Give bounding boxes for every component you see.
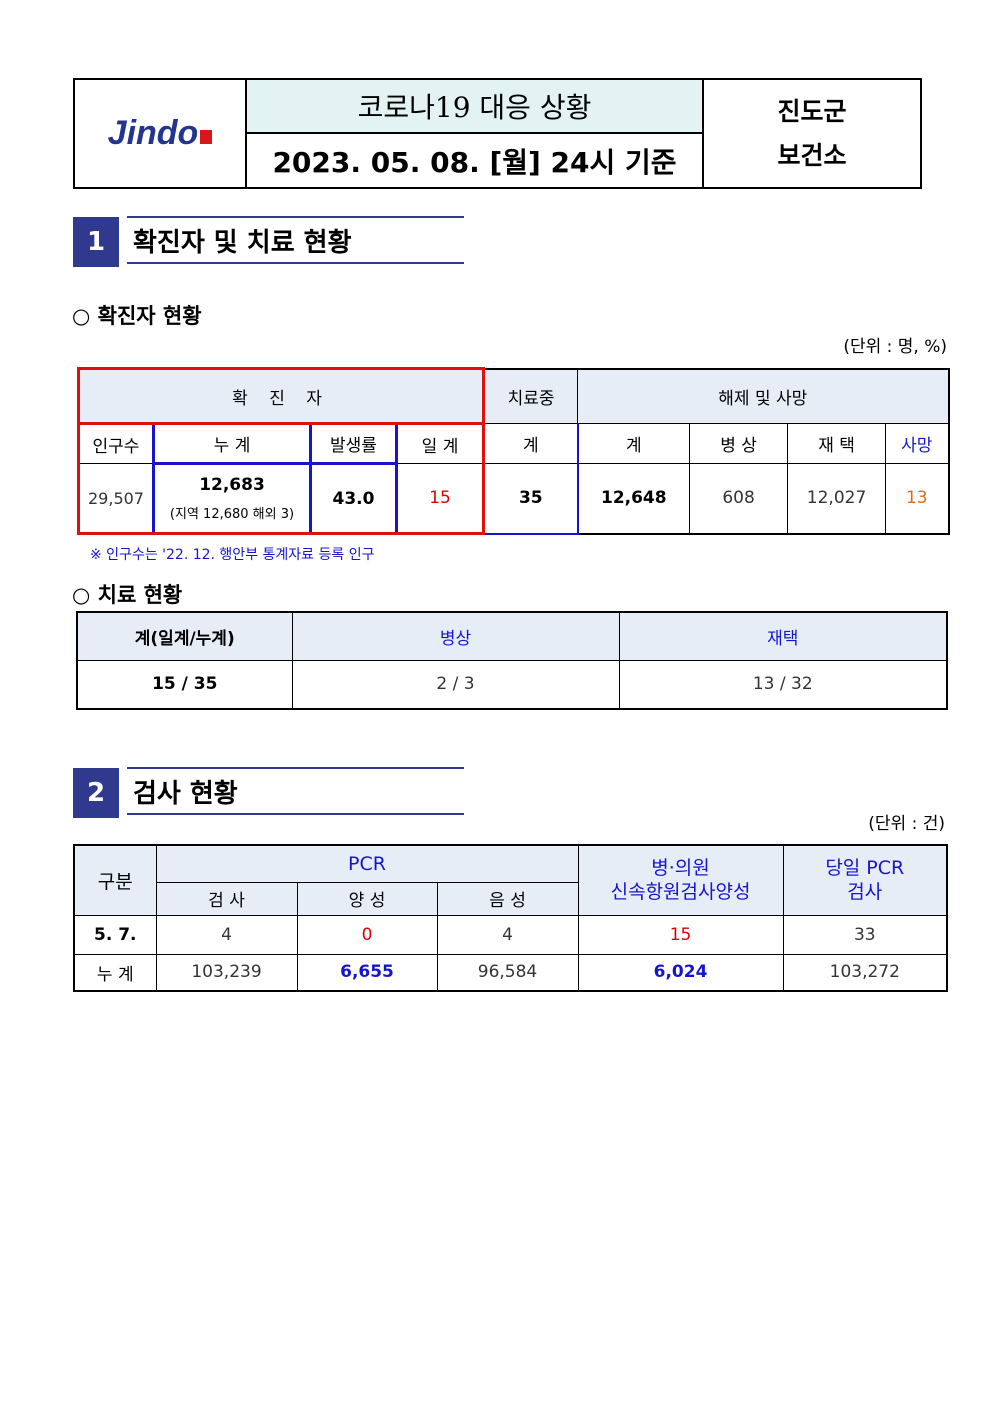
section2-title: 검사 현황 — [127, 767, 464, 815]
header-pcr: PCR — [155, 844, 579, 883]
daily-line2: 검사 — [847, 881, 883, 904]
col-cumulative: 누 계 — [152, 422, 312, 465]
treating-value: 35 — [483, 463, 579, 535]
logo: Jindo — [73, 78, 247, 189]
section1-title: 확진자 및 치료 현황 — [127, 216, 464, 264]
logo-mark-icon — [200, 130, 213, 144]
daily-line1: 당일 PCR — [825, 857, 905, 880]
rapid-value: 6,024 — [577, 953, 784, 992]
deaths-value: 13 — [885, 463, 950, 534]
cumulative-detail: (지역 12,680 해외 3) — [169, 507, 295, 522]
positive-value: 0 — [296, 914, 438, 955]
confirmed-table: 확 진 자 치료중 해제 및 사망 인구수 누 계 발생률 일 계 계 계 병 … — [76, 367, 950, 535]
header-category: 구분 — [73, 844, 157, 916]
daily-pcr-value: 33 — [782, 914, 948, 955]
doc-title: 코로나19 대응 상황 — [245, 78, 704, 134]
header-test: 검 사 — [155, 881, 298, 916]
test-table: 구분 PCR 병·의원 신속항원검사양성 당일 PCR 검사 검 사 양 성 음 성… — [73, 844, 949, 992]
negative-value: 96,584 — [436, 953, 579, 992]
table-row: 누 계 103,239 6,655 96,584 6,024 103,272 — [73, 953, 948, 992]
treat-total-value: 15 / 35 — [76, 659, 293, 710]
report-date: 2023. 05. 08. [월] 24시 기준 — [245, 132, 704, 189]
col-treating-total: 계 — [483, 423, 579, 464]
treat-bed-value: 2 / 3 — [291, 659, 620, 710]
col-population: 인구수 — [77, 423, 154, 464]
col-home: 재 택 — [787, 423, 887, 464]
home-value: 12,027 — [787, 463, 887, 534]
positive-value: 6,655 — [296, 953, 438, 992]
logo-text: Jindo — [107, 114, 199, 152]
row-label: 누 계 — [73, 953, 157, 992]
header-positive: 양 성 — [296, 881, 438, 916]
daily-value: 15 — [395, 463, 486, 535]
treatment-subtitle: ○ 치료 현황 — [72, 583, 183, 607]
header-negative: 음 성 — [436, 881, 579, 916]
unit-label-2: (단위 : 건) — [868, 814, 945, 834]
org-line1: 진도군 — [777, 96, 847, 126]
row-label: 5. 7. — [73, 914, 157, 955]
treat-home-value: 13 / 32 — [618, 659, 948, 710]
treat-header-total: 계(일계/누계) — [76, 611, 293, 661]
col-released-total: 계 — [577, 423, 691, 464]
cumulative-value: 12,683 — [199, 475, 265, 495]
negative-value: 4 — [436, 914, 579, 955]
header-daily-pcr: 당일 PCR 검사 — [782, 844, 948, 916]
rate-value: 43.0 — [309, 462, 398, 535]
population-value: 29,507 — [77, 463, 154, 535]
daily-pcr-value: 103,272 — [782, 953, 948, 992]
section2-number: 2 — [73, 768, 119, 818]
confirmed-subtitle: ○ 확진자 현황 — [72, 304, 202, 328]
bed-value: 608 — [689, 463, 789, 534]
population-note: ※ 인구수는 '22. 12. 행안부 통계자료 등록 인구 — [90, 547, 375, 563]
col-bed: 병 상 — [689, 423, 789, 464]
rapid-value: 15 — [577, 914, 784, 955]
treat-header-home: 재택 — [618, 611, 948, 661]
unit-label: (단위 : 명, %) — [843, 337, 947, 357]
col-rate: 발생률 — [309, 422, 398, 465]
rat-line2: 신속항원검사양성 — [610, 881, 751, 904]
treat-header-bed: 병상 — [291, 611, 620, 661]
col-deaths: 사망 — [885, 423, 950, 464]
header-confirmed: 확 진 자 — [76, 367, 486, 425]
col-daily: 일 계 — [395, 423, 486, 464]
org-line2: 보건소 — [777, 140, 847, 170]
header-rapid-antigen: 병·의원 신속항원검사양성 — [577, 844, 784, 916]
cumulative-cell: 12,683 (지역 12,680 해외 3) — [152, 462, 312, 535]
section1-number: 1 — [73, 217, 119, 267]
table-row: 5. 7. 4 0 4 15 33 — [73, 914, 948, 955]
header-release: 해제 및 사망 — [577, 368, 950, 424]
test-value: 4 — [155, 914, 298, 955]
header-treating: 치료중 — [483, 368, 579, 424]
rat-line1: 병·의원 — [651, 857, 710, 880]
released-value: 12,648 — [577, 463, 691, 534]
test-value: 103,239 — [155, 953, 298, 992]
treatment-table: 계(일계/누계) 병상 재택 15 / 35 2 / 3 13 / 32 — [76, 611, 948, 710]
